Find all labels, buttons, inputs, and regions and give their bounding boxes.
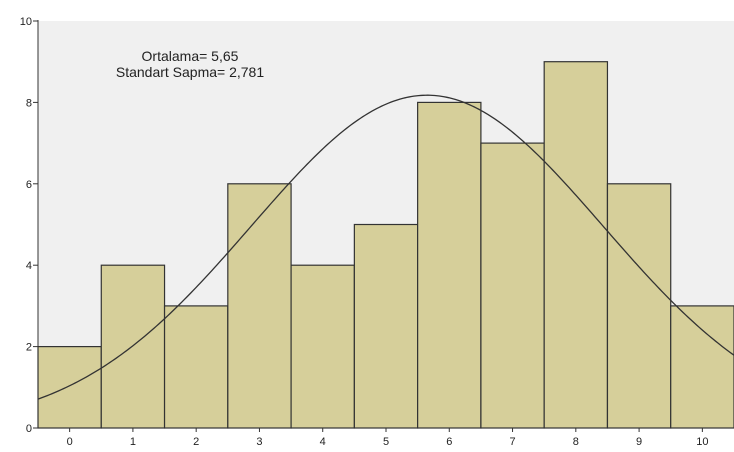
x-tick-label-4: 4 xyxy=(320,436,326,448)
y-ticks-layer: 0 2 4 6 8 10 xyxy=(20,16,38,435)
y-tick-label-10: 10 xyxy=(20,16,32,28)
mean-annotation: Ortalama= 5,65 xyxy=(142,48,239,64)
y-tick-label-4: 4 xyxy=(26,260,32,272)
x-tick-label-10: 10 xyxy=(696,436,708,448)
x-tick-label-3: 3 xyxy=(256,436,262,448)
x-tick-label-1: 1 xyxy=(130,436,136,448)
y-tick-label-2: 2 xyxy=(26,342,32,354)
x-tick-label-2: 2 xyxy=(193,436,199,448)
y-tick-label-6: 6 xyxy=(26,179,32,191)
bar-7 xyxy=(480,142,545,429)
x-tick-label-6: 6 xyxy=(446,436,452,448)
bar-5 xyxy=(353,223,419,429)
bar-1 xyxy=(100,264,166,429)
bar-0 xyxy=(37,346,102,429)
x-tick-label-5: 5 xyxy=(383,436,389,448)
y-tick-label-0: 0 xyxy=(26,423,32,435)
x-tick-label-9: 9 xyxy=(636,436,642,448)
bar-8 xyxy=(543,61,609,429)
bar-3 xyxy=(227,183,292,429)
x-tick-label-8: 8 xyxy=(573,436,579,448)
bar-10 xyxy=(670,305,734,429)
normal-curve xyxy=(37,94,734,400)
bar-2 xyxy=(163,305,229,429)
bar-9 xyxy=(606,183,672,429)
bar-4 xyxy=(290,264,355,429)
bar-6 xyxy=(417,101,482,429)
y-tick-label-8: 8 xyxy=(26,97,32,109)
sd-annotation: Standart Sapma= 2,781 xyxy=(116,64,264,80)
x-ticks-layer: 0 1 2 3 4 5 6 7 8 9 10 xyxy=(67,428,708,448)
x-tick-label-7: 7 xyxy=(509,436,515,448)
bars-layer xyxy=(37,61,734,429)
x-tick-label-0: 0 xyxy=(67,436,73,448)
